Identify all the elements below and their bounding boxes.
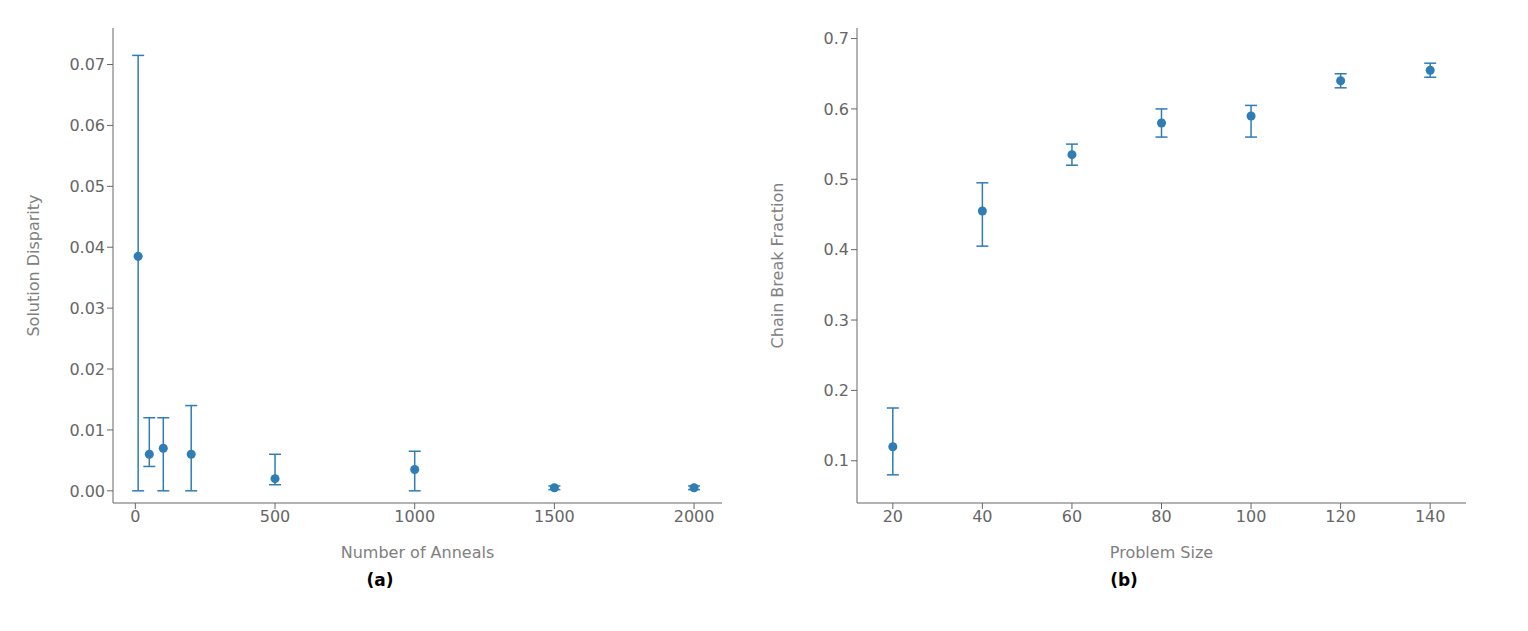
svg-text:0.02: 0.02	[69, 360, 105, 379]
svg-text:0.04: 0.04	[69, 238, 105, 257]
svg-text:0: 0	[130, 507, 140, 526]
svg-text:120: 120	[1325, 507, 1356, 526]
html-text:(a): (a)	[366, 570, 394, 590]
svg-text:0.3: 0.3	[824, 311, 849, 330]
svg-text:0.07: 0.07	[69, 55, 105, 74]
svg-text:100: 100	[1236, 507, 1267, 526]
svg-text:0.06: 0.06	[69, 116, 105, 135]
svg-text:0.7: 0.7	[824, 29, 849, 48]
svg-text:Problem Size: Problem Size	[1110, 543, 1213, 562]
svg-text:2000: 2000	[674, 507, 715, 526]
svg-text:0.00: 0.00	[69, 482, 105, 501]
svg-text:0.01: 0.01	[69, 421, 105, 440]
svg-text:0.2: 0.2	[824, 381, 849, 400]
svg-text:1500: 1500	[534, 507, 575, 526]
svg-text:1000: 1000	[394, 507, 435, 526]
svg-text:60: 60	[1062, 507, 1082, 526]
svg-text:0.5: 0.5	[824, 170, 849, 189]
svg-text:0.4: 0.4	[824, 240, 849, 259]
svg-text:80: 80	[1151, 507, 1171, 526]
svg-text:0.05: 0.05	[69, 177, 105, 196]
svg-text:500: 500	[260, 507, 291, 526]
svg-text:20: 20	[883, 507, 903, 526]
svg-text:Solution Disparity: Solution Disparity	[24, 194, 43, 336]
svg-text:40: 40	[972, 507, 992, 526]
svg-text:Chain Break Fraction: Chain Break Fraction	[768, 183, 787, 349]
svg-text:140: 140	[1415, 507, 1446, 526]
svg-text:0.6: 0.6	[824, 100, 849, 119]
svg-text:0.1: 0.1	[824, 451, 849, 470]
svg-text:0.03: 0.03	[69, 299, 105, 318]
svg-text:Number of Anneals: Number of Anneals	[341, 543, 495, 562]
html-text:(b): (b)	[1110, 570, 1138, 590]
